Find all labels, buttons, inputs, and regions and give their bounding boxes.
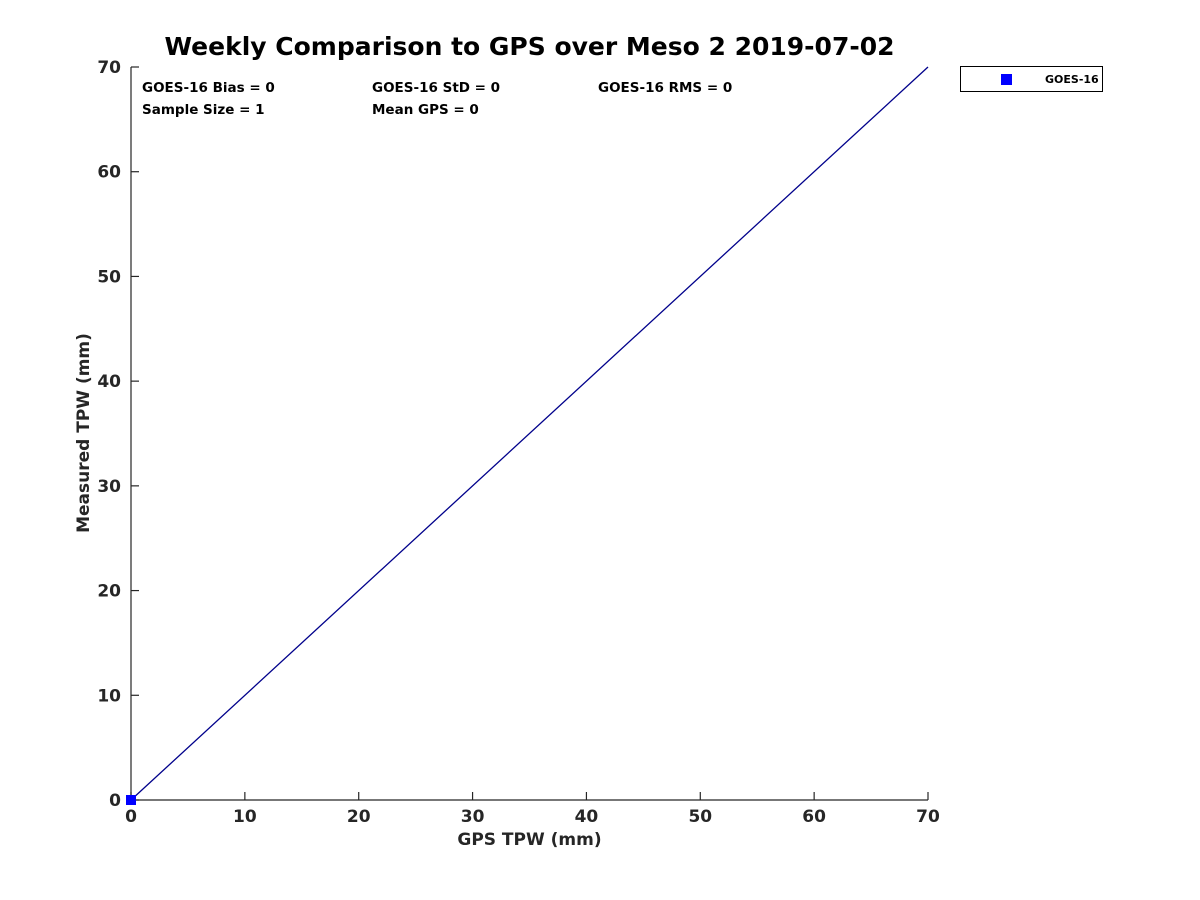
x-tick-label: 20 <box>347 807 371 827</box>
legend: GOES-16 <box>960 66 1103 92</box>
stat-mean-gps: Mean GPS = 0 <box>372 102 479 118</box>
x-tick-label: 10 <box>233 807 257 827</box>
legend-label: GOES-16 <box>1045 73 1099 86</box>
x-tick-label: 60 <box>802 807 826 827</box>
y-tick-label: 20 <box>97 582 121 602</box>
stat-sample-size: Sample Size = 1 <box>142 102 265 118</box>
x-tick-label: 30 <box>461 807 485 827</box>
y-tick-label: 10 <box>97 686 121 706</box>
y-tick-label: 40 <box>97 372 121 392</box>
x-axis-label: GPS TPW (mm) <box>457 830 602 850</box>
series-GOES-16-marker <box>126 795 136 805</box>
stat-bias: GOES-16 Bias = 0 <box>142 80 275 96</box>
y-axis-label: Measured TPW (mm) <box>74 333 94 533</box>
y-tick-label: 50 <box>97 267 121 287</box>
x-tick-label: 50 <box>688 807 712 827</box>
x-tick-label: 40 <box>575 807 599 827</box>
stat-std: GOES-16 StD = 0 <box>372 80 501 96</box>
x-tick-label: 0 <box>125 807 137 827</box>
stat-rms: GOES-16 RMS = 0 <box>598 80 733 96</box>
x-tick-label: 70 <box>916 807 940 827</box>
y-tick-label: 30 <box>97 477 121 497</box>
y-tick-label: 70 <box>97 58 121 78</box>
y-tick-label: 0 <box>109 791 121 811</box>
series-identity-line <box>130 66 929 801</box>
chart-title: Weekly Comparison to GPS over Meso 2 201… <box>164 32 895 61</box>
legend-marker-square-icon <box>1001 74 1012 85</box>
y-tick-label: 60 <box>97 163 121 183</box>
